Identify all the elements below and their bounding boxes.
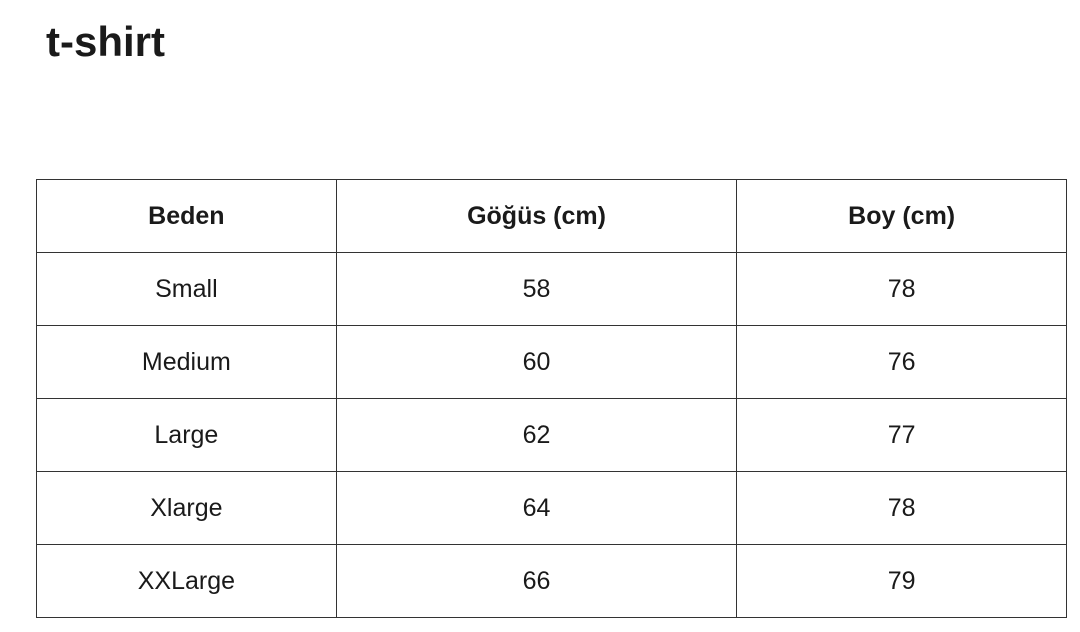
table-row: Large 62 77 (36, 398, 1067, 472)
table-row: Small 58 78 (36, 252, 1067, 326)
cell-chest: 64 (335, 471, 738, 545)
cell-size: Large (36, 398, 337, 472)
header-chest: Göğüs (cm) (335, 179, 738, 253)
size-table: Beden Göğüs (cm) Boy (cm) Small 58 78 Mediu… (36, 179, 1067, 618)
cell-chest: 58 (335, 252, 738, 326)
cell-size: Small (36, 252, 337, 326)
cell-length: 79 (736, 544, 1067, 618)
header-row: Beden Göğüs (cm) Boy (cm) (36, 179, 1067, 253)
page-title: t-shirt (46, 18, 165, 65)
cell-chest: 60 (335, 325, 738, 399)
cell-length: 76 (736, 325, 1067, 399)
cell-size: Xlarge (36, 471, 337, 545)
cell-length: 78 (736, 471, 1067, 545)
table-row: Medium 60 76 (36, 325, 1067, 399)
cell-chest: 62 (335, 398, 738, 472)
cell-size: Medium (36, 325, 337, 399)
cell-chest: 66 (335, 544, 738, 618)
header-length: Boy (cm) (736, 179, 1067, 253)
table-row: XXLarge 66 79 (36, 544, 1067, 618)
table-row: Xlarge 64 78 (36, 471, 1067, 545)
cell-length: 78 (736, 252, 1067, 326)
header-size: Beden (36, 179, 337, 253)
cell-length: 77 (736, 398, 1067, 472)
cell-size: XXLarge (36, 544, 337, 618)
